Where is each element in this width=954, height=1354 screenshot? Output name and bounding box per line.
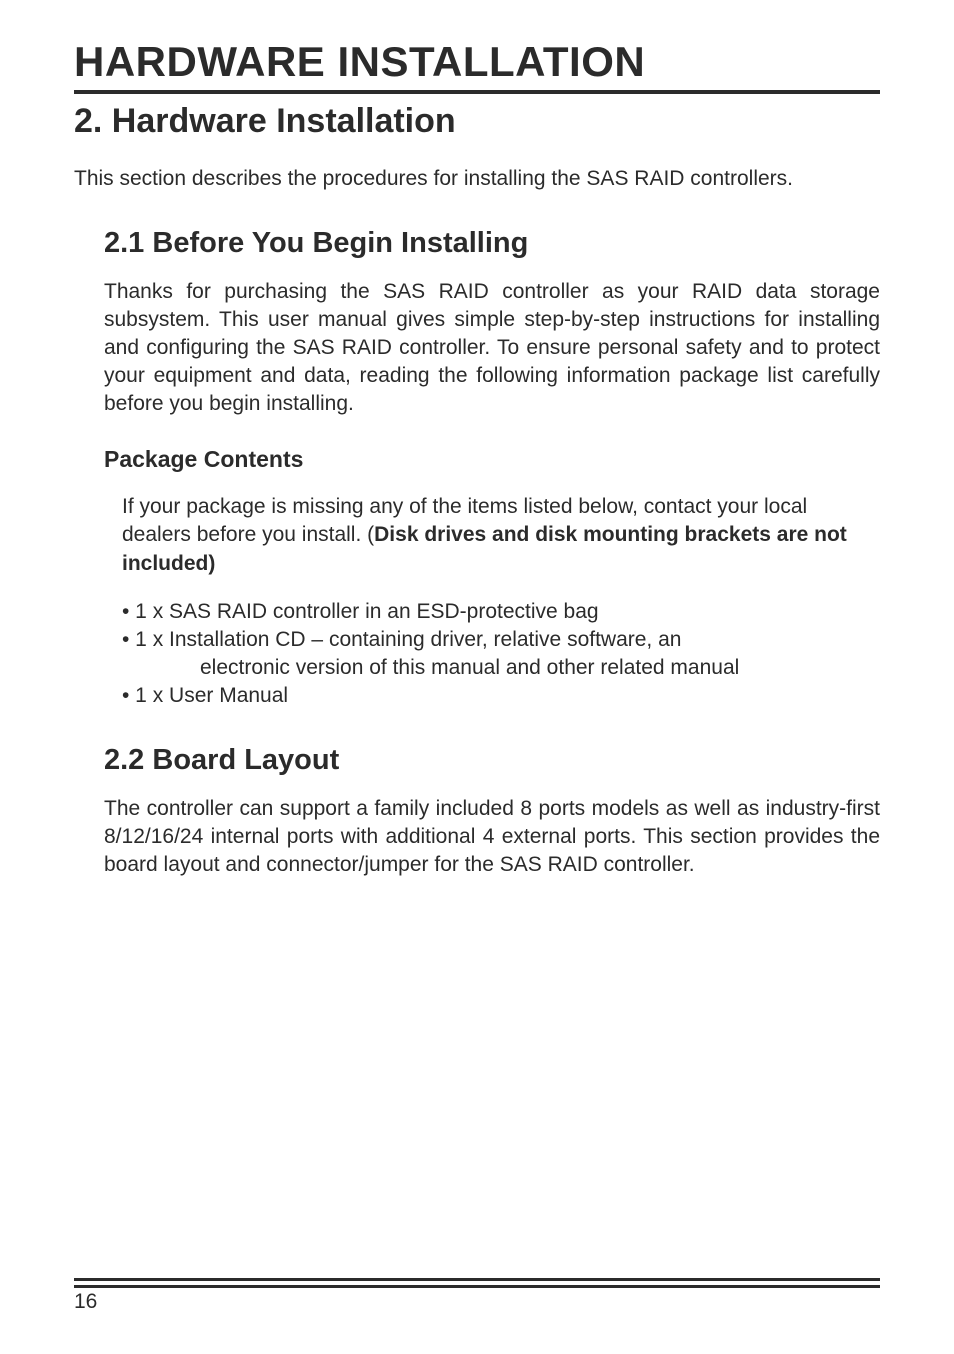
package-list: • 1 x SAS RAID controller in an ESD-prot… bbox=[122, 598, 880, 711]
running-head: HARDWARE INSTALLATION bbox=[74, 38, 880, 88]
list-item: • 1 x User Manual bbox=[122, 682, 880, 710]
section-2-1-paragraph: Thanks for purchasing the SAS RAID contr… bbox=[104, 278, 880, 419]
section-2-2-paragraph: The controller can support a family incl… bbox=[104, 795, 880, 879]
list-item: • 1 x SAS RAID controller in an ESD-prot… bbox=[122, 598, 880, 626]
section-2-1-heading: 2.1 Before You Begin Installing bbox=[104, 227, 880, 260]
intro-paragraph: This section describes the procedures fo… bbox=[74, 165, 880, 193]
footer-rule-top bbox=[74, 1278, 880, 1281]
section-title: 2. Hardware Installation bbox=[74, 102, 880, 141]
section-2-1: 2.1 Before You Begin Installing Thanks f… bbox=[74, 227, 880, 880]
list-item: • 1 x Installation CD – containing drive… bbox=[122, 626, 880, 654]
footer-rule-bottom bbox=[74, 1285, 880, 1288]
package-intro: If your package is missing any of the it… bbox=[122, 493, 880, 577]
header-rule bbox=[74, 90, 880, 94]
page-number: 16 bbox=[74, 1290, 880, 1314]
list-item-continuation: electronic version of this manual and ot… bbox=[122, 654, 880, 682]
section-2-2-heading: 2.2 Board Layout bbox=[104, 744, 880, 777]
package-contents-body: If your package is missing any of the it… bbox=[104, 493, 880, 710]
package-contents-heading: Package Contents bbox=[104, 446, 880, 473]
page-footer: 16 bbox=[74, 1278, 880, 1314]
document-page: HARDWARE INSTALLATION 2. Hardware Instal… bbox=[0, 0, 954, 1354]
